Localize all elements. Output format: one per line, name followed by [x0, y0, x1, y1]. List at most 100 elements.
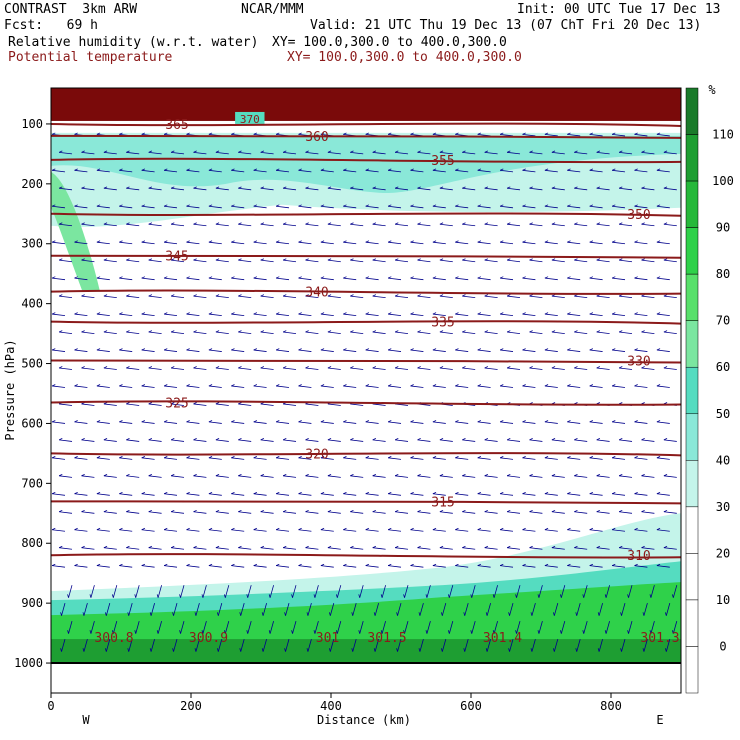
theta-contour-label: 360 — [305, 130, 328, 145]
wind-vector — [663, 259, 677, 263]
wind-vector — [320, 457, 334, 460]
wind-vector — [193, 223, 207, 227]
field1-xy: XY= 100.0,300.0 to 400.0,300.0 — [272, 35, 507, 50]
wind-vector-head — [313, 630, 316, 634]
wind-vector — [374, 638, 379, 652]
wind-vector-head — [103, 402, 108, 405]
wind-vector — [372, 295, 386, 299]
wind-vector-head — [193, 438, 197, 441]
wind-vector-head — [596, 150, 601, 153]
wind-vector — [231, 349, 245, 352]
wind-vector — [612, 241, 626, 245]
wind-vector — [589, 493, 603, 496]
wind-vector-head — [305, 366, 309, 369]
wind-vector — [343, 313, 357, 317]
theta-contour-label: 365 — [165, 118, 188, 133]
wind-vector-head — [134, 594, 137, 598]
wind-vector-head — [238, 186, 242, 189]
surface-theta-label: 301.4 — [483, 631, 522, 646]
wind-vector — [544, 277, 558, 281]
wind-vector — [529, 151, 543, 155]
wind-vector — [612, 457, 626, 460]
wind-vector — [641, 259, 655, 263]
wind-vector-head — [105, 612, 107, 616]
wind-vector — [148, 187, 162, 191]
wind-vector-head — [89, 630, 92, 634]
wind-vector-head — [163, 312, 168, 315]
wind-vector-head — [611, 491, 616, 495]
wind-vector-head — [522, 491, 526, 495]
wind-vector-head — [217, 612, 219, 616]
wind-vector — [529, 511, 543, 514]
wind-vector-head — [529, 294, 533, 297]
wind-vector — [253, 457, 267, 460]
wind-vector — [484, 331, 498, 334]
wind-vector-head — [253, 132, 258, 135]
wind-vector-head — [484, 222, 489, 225]
wind-vector — [462, 187, 476, 191]
wind-vector — [410, 169, 424, 173]
wind-vector-head — [455, 312, 459, 315]
wind-vector — [103, 547, 117, 550]
colorbar-segment — [685, 413, 699, 461]
wind-vector-head — [320, 348, 325, 351]
wind-vector-head — [484, 186, 489, 189]
wind-vector-head — [186, 132, 190, 135]
wind-vector-head — [656, 204, 661, 207]
wind-vector — [61, 603, 66, 616]
colorbar-segment — [685, 599, 699, 647]
wind-vector-head — [119, 204, 123, 207]
wind-vector-head — [126, 186, 130, 189]
wind-vector — [417, 295, 431, 299]
wind-vector — [320, 421, 334, 424]
wind-vector — [276, 313, 290, 317]
wind-vector-head — [194, 612, 197, 616]
wind-vector — [208, 313, 222, 317]
wind-vector — [119, 241, 133, 245]
wind-vector-head — [448, 594, 450, 598]
wind-vector — [350, 547, 364, 550]
wind-vector-head — [484, 474, 489, 477]
wind-vector — [665, 603, 671, 616]
wind-vector-head — [141, 204, 146, 207]
wind-vector-head — [208, 420, 213, 423]
wind-vector-head — [119, 456, 123, 459]
wind-vector-head — [81, 294, 85, 297]
wind-vector-head — [231, 204, 235, 207]
wind-vector — [126, 547, 140, 550]
wind-vector-head — [477, 240, 482, 243]
wind-vector — [327, 547, 341, 550]
wind-vector-head — [544, 456, 549, 459]
wind-vector-head — [320, 420, 325, 423]
wind-vector-head — [544, 527, 549, 531]
wind-vector — [589, 349, 603, 352]
wind-vector-head — [253, 491, 258, 495]
colorbar-label: 30 — [716, 500, 730, 514]
wind-vector-head — [186, 456, 190, 459]
wind-vector — [314, 585, 319, 598]
wind-vector — [372, 547, 386, 550]
wind-vector — [327, 511, 341, 514]
wind-vector — [365, 421, 379, 424]
wind-vector — [522, 565, 536, 568]
wind-vector — [529, 367, 543, 370]
wind-vector — [663, 187, 677, 191]
wind-vector-head — [208, 132, 213, 135]
wind-vector-head — [51, 420, 56, 423]
wind-vector-head — [589, 348, 594, 351]
wind-vector-head — [74, 348, 78, 351]
wind-vector — [462, 259, 476, 263]
wind-vector — [148, 475, 162, 478]
wind-vector-head — [455, 132, 459, 135]
wind-vector-head — [74, 132, 78, 135]
wind-vector-head — [253, 527, 258, 531]
wind-vector — [193, 439, 207, 442]
wind-vector — [141, 277, 155, 281]
wind-vector-head — [618, 438, 623, 441]
wind-vector-head — [634, 384, 638, 387]
wind-vector-head — [89, 594, 92, 598]
wind-vector — [276, 565, 290, 568]
wind-vector — [238, 547, 252, 550]
wind-vector — [148, 511, 162, 514]
wind-vector-head — [484, 509, 489, 513]
